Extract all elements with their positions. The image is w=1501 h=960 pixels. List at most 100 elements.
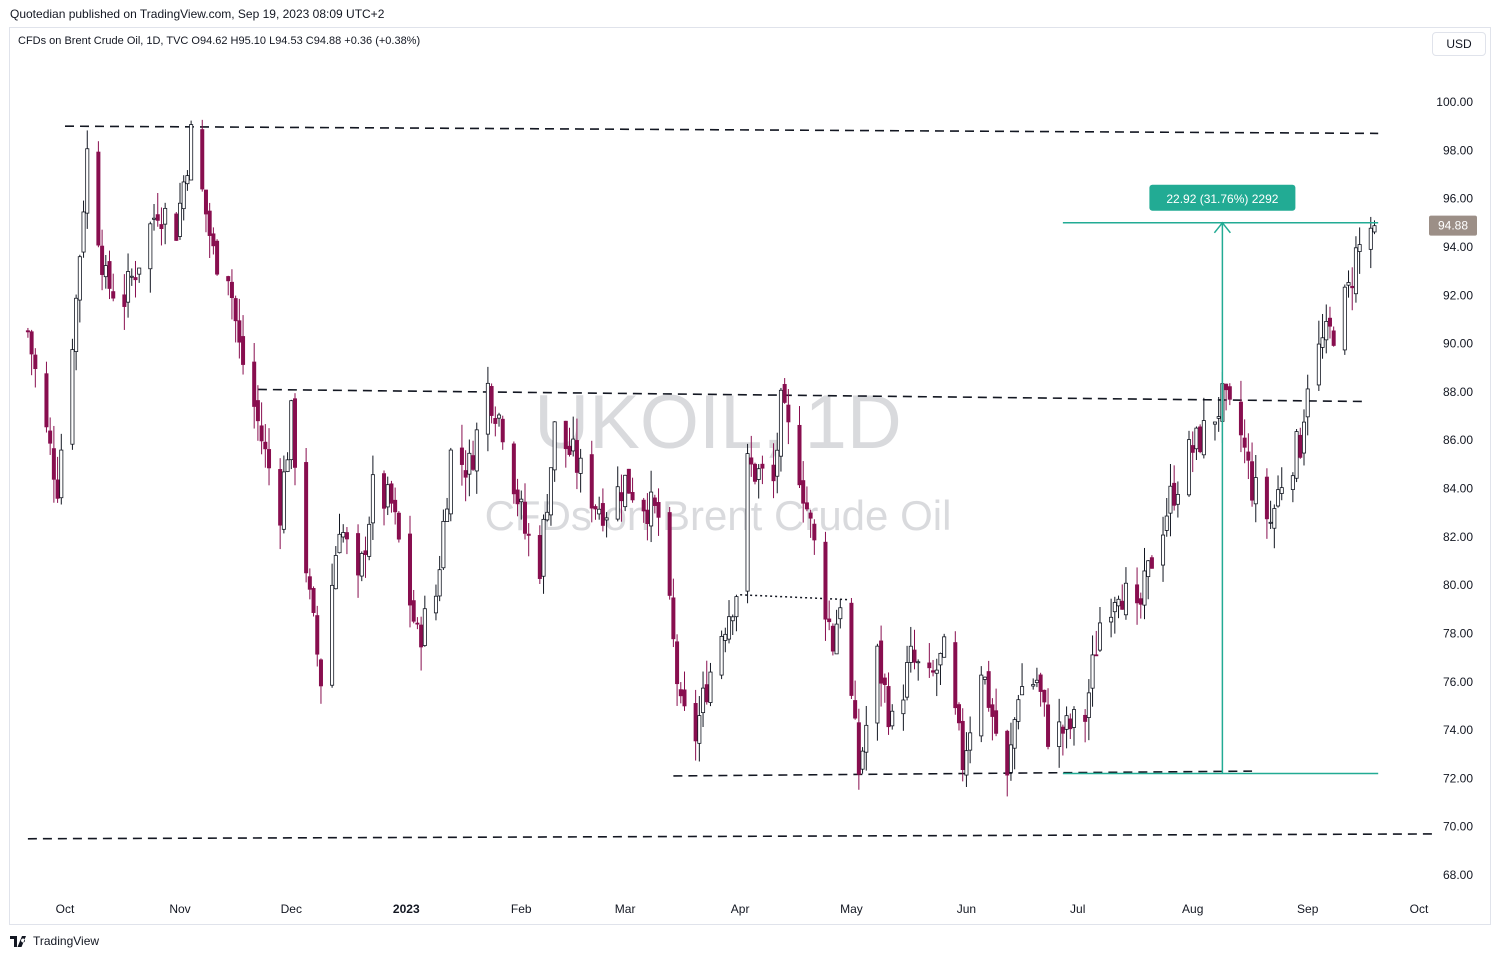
candle	[1187, 430, 1192, 497]
candle-body	[1072, 709, 1077, 728]
candle-body	[1357, 244, 1362, 252]
candle-body	[25, 330, 30, 333]
candle-body	[1057, 721, 1062, 747]
candle-body	[441, 520, 446, 569]
candle-body	[927, 662, 932, 669]
candle-body	[1198, 426, 1203, 453]
candle	[830, 623, 835, 656]
price-range-measure[interactable]: 22.92 (31.76%) 2292	[1062, 184, 1379, 775]
candle-body	[838, 607, 843, 620]
candle	[812, 519, 817, 555]
candle-body	[304, 462, 309, 574]
candle-body	[1272, 508, 1277, 529]
candle-body	[152, 217, 157, 220]
y-tick-label: 84.00	[1443, 482, 1473, 496]
candle-body	[545, 511, 550, 521]
candle-body	[537, 535, 542, 579]
candle-body	[85, 148, 90, 214]
candle	[890, 704, 895, 730]
candle-body	[1246, 451, 1251, 461]
candle	[200, 119, 205, 192]
candle	[341, 524, 346, 543]
tradingview-logo[interactable]: TradingView	[10, 934, 99, 948]
candle	[667, 507, 672, 600]
candle	[875, 643, 880, 741]
candle	[1276, 475, 1281, 508]
candle	[493, 406, 498, 437]
candle-body	[578, 457, 583, 474]
candle	[363, 536, 368, 578]
candle	[96, 141, 101, 248]
candle	[1068, 713, 1073, 740]
x-tick-label: 2023	[393, 902, 420, 916]
candle	[215, 239, 220, 276]
candle	[982, 676, 987, 685]
candle	[823, 531, 828, 641]
candle	[953, 631, 958, 715]
candle	[1031, 678, 1036, 690]
candle	[626, 468, 631, 494]
candle	[1109, 598, 1114, 638]
candle-body	[393, 499, 398, 513]
x-tick-label: Mar	[615, 902, 636, 916]
candle	[730, 614, 735, 636]
candle	[1238, 380, 1243, 453]
candle-body	[860, 750, 865, 770]
candle-body	[341, 532, 346, 538]
currency-button[interactable]: USD	[1432, 32, 1486, 56]
candle-body	[682, 689, 687, 707]
candle-body	[1187, 439, 1192, 496]
candle-body	[916, 661, 921, 664]
candle	[304, 447, 309, 583]
candle	[337, 513, 342, 554]
y-tick-label: 72.00	[1443, 771, 1473, 785]
candle	[1353, 236, 1358, 303]
candle-body	[1034, 679, 1039, 683]
candle-body	[905, 662, 910, 698]
candle	[344, 527, 349, 555]
candle-body	[1094, 654, 1099, 657]
candle-body	[723, 633, 728, 641]
candle-body	[1327, 317, 1332, 327]
candle	[389, 480, 394, 513]
candle-body	[1212, 421, 1217, 425]
price-axis[interactable]: 100.00 98.00 96.00 94.00 92.00 90.00 88.00 86.0…	[1429, 95, 1477, 882]
candle-body	[1097, 622, 1102, 651]
candle	[411, 589, 416, 624]
candle-body	[1168, 485, 1173, 514]
candle-body	[252, 361, 257, 407]
published-note: Quotedian published on TradingView.com, …	[10, 7, 385, 21]
candle-body	[51, 448, 56, 480]
chart-frame[interactable]	[9, 27, 1491, 925]
candle-body	[931, 670, 936, 673]
candle-body	[315, 615, 320, 655]
candle-body	[29, 331, 34, 355]
candle-body	[934, 669, 939, 674]
candle	[226, 275, 231, 296]
candle-body	[1135, 584, 1140, 604]
candle-body	[1164, 515, 1169, 531]
candle-body	[1123, 582, 1128, 616]
candle-body	[259, 425, 264, 442]
candle	[675, 634, 680, 706]
candle-body	[1090, 654, 1095, 689]
candle-body	[1224, 383, 1229, 391]
candle	[719, 630, 724, 680]
candle-body	[1175, 494, 1180, 505]
candle-body	[849, 602, 854, 696]
candle-body	[571, 438, 576, 452]
candle-body	[886, 686, 891, 728]
candle	[1357, 227, 1362, 274]
time-axis[interactable]: Oct Nov Dec 2023 Feb Mar Apr May Jun Jul Aug Sep Oct	[56, 902, 1429, 916]
candle	[385, 476, 390, 516]
candle-body	[675, 641, 680, 685]
candle-body	[411, 600, 416, 622]
candle	[318, 658, 323, 704]
candle	[778, 387, 783, 472]
candle-body	[1012, 719, 1017, 749]
candle	[33, 348, 38, 388]
dashed-trend-line	[257, 388, 1368, 403]
candle-body	[1005, 730, 1010, 776]
candle	[1172, 465, 1177, 511]
